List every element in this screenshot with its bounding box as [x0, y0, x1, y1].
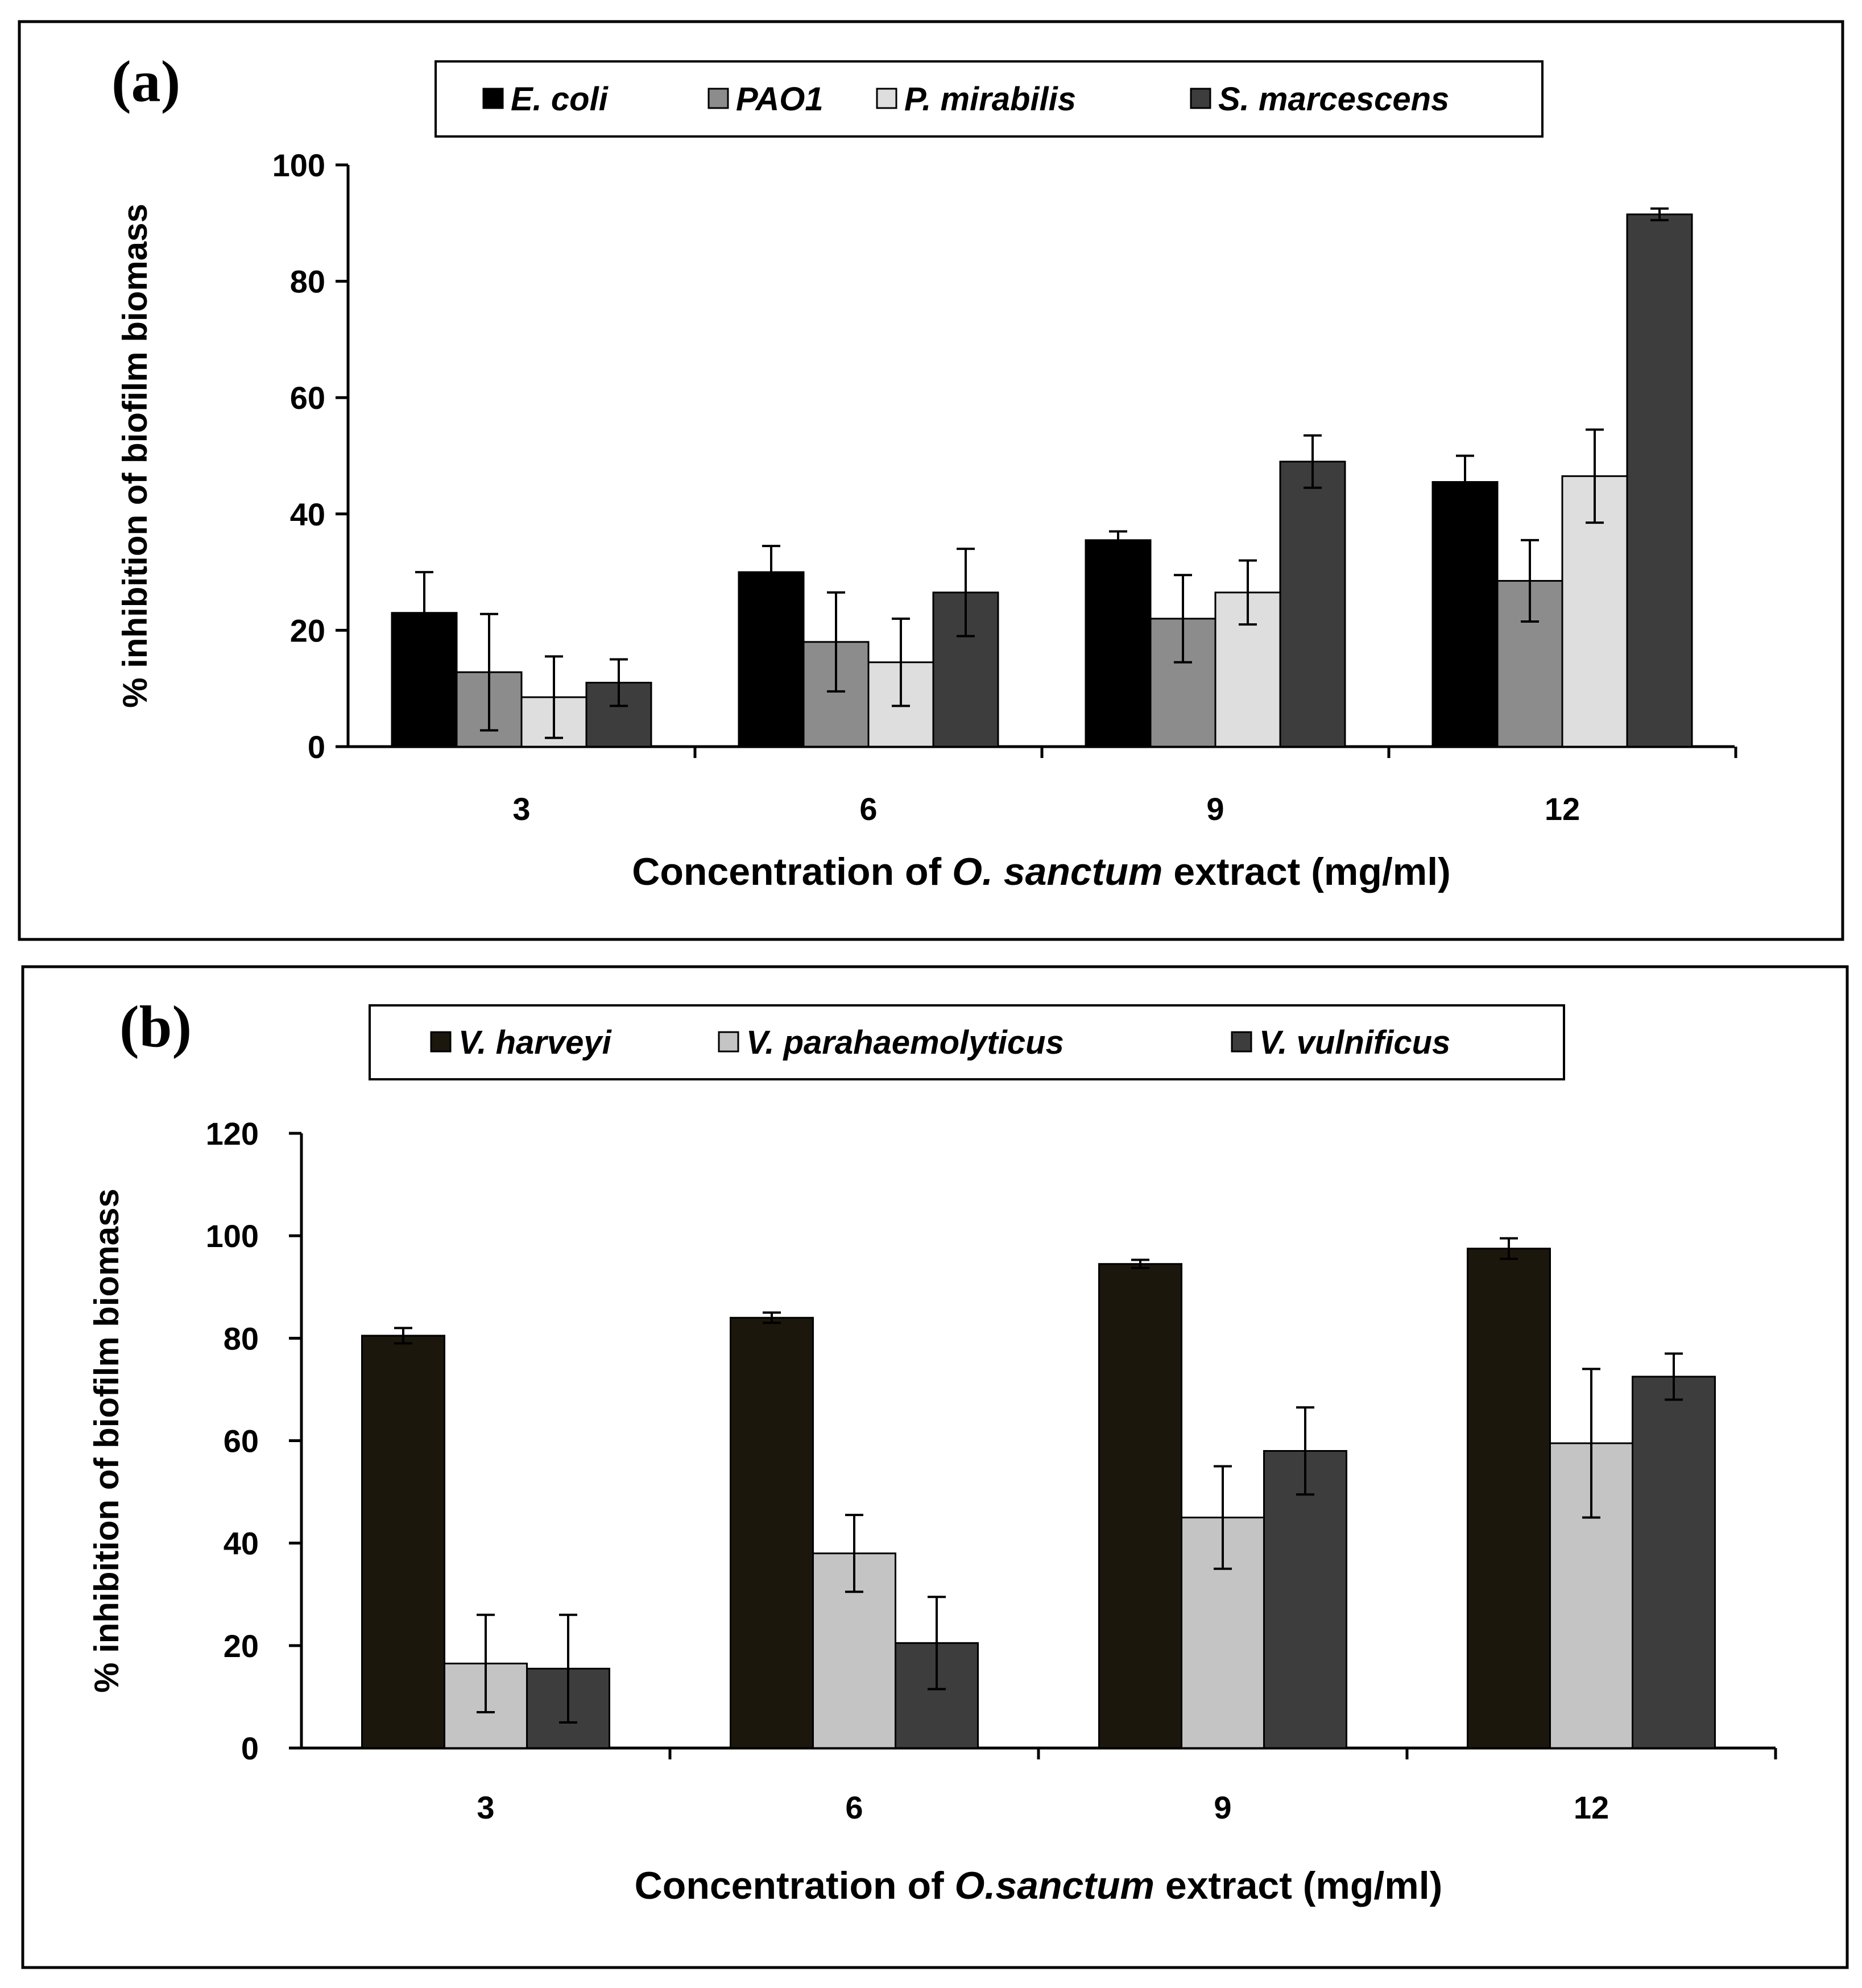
error-bar	[477, 1613, 495, 1713]
bar	[1263, 1450, 1347, 1749]
bar	[1214, 591, 1281, 748]
x-tick-label: 12	[1574, 1790, 1609, 1825]
panel-label: (b)	[119, 994, 192, 1059]
bar	[730, 1316, 814, 1749]
legend-label: V. parahaemolyticus	[746, 1024, 1064, 1061]
x-axis-label: Concentration of O. sanctum extract (mg/…	[632, 850, 1451, 893]
legend-swatch	[482, 88, 504, 109]
legend-box	[435, 60, 1544, 138]
error-bar	[1304, 434, 1322, 489]
error-bar	[1582, 1368, 1600, 1519]
error-bar	[1239, 559, 1257, 626]
x-tick-label: 9	[1206, 791, 1224, 827]
error-bar	[610, 658, 628, 707]
error-bar	[1586, 428, 1604, 524]
bar	[1626, 213, 1693, 748]
error-bar	[762, 545, 780, 600]
y-tick-label: 20	[224, 1628, 259, 1664]
error-bar	[480, 612, 498, 732]
legend-swatch	[718, 1031, 739, 1053]
legend-label: P. mirabilis	[904, 81, 1076, 118]
x-tick-label: 3	[512, 791, 530, 827]
x-tick-label: 9	[1214, 1790, 1231, 1825]
legend-item: E. coli	[482, 81, 609, 118]
bar	[1632, 1376, 1716, 1749]
error-bar	[1500, 1237, 1518, 1260]
x-tick-label: 12	[1545, 791, 1580, 827]
bar	[1098, 1263, 1182, 1749]
bar	[1431, 481, 1499, 748]
legend-swatch	[707, 88, 729, 109]
legend-swatch	[1231, 1031, 1252, 1053]
error-bar	[1665, 1352, 1683, 1401]
y-axis-label: % inhibition of biofilm biomass	[116, 204, 154, 708]
y-tick-label: 80	[224, 1320, 259, 1356]
error-bar	[1296, 1406, 1314, 1496]
bar	[361, 1335, 445, 1749]
legend-swatch	[876, 88, 897, 109]
y-tick-label: 40	[224, 1526, 259, 1562]
panel-frame	[18, 20, 1844, 941]
bar	[1279, 461, 1346, 748]
y-tick-label: 60	[224, 1423, 259, 1459]
x-tick-label: 6	[845, 1790, 863, 1825]
error-bar	[845, 1514, 863, 1593]
legend-item: V. harveyi	[430, 1024, 613, 1061]
error-bar	[394, 1327, 412, 1345]
y-tick-label: 20	[290, 612, 325, 648]
error-bar	[559, 1613, 577, 1724]
legend-swatch	[1190, 88, 1211, 109]
y-tick-label: 60	[290, 380, 325, 416]
y-axis-label: % inhibition of biofilm biomass	[88, 1188, 126, 1693]
error-bar	[1456, 454, 1474, 510]
y-tick-label: 0	[308, 729, 325, 765]
error-bar	[928, 1596, 946, 1691]
legend-label: V. harveyi	[458, 1024, 613, 1061]
legend-label: V. vulnificus	[1259, 1024, 1450, 1061]
error-bar	[1650, 207, 1669, 222]
error-bar	[1214, 1465, 1232, 1570]
panel-a: (a) E. coli PAO1 P. mirabilis S. marcescens 0…	[18, 20, 1844, 941]
error-bar	[1131, 1258, 1149, 1269]
x-tick-label: 6	[859, 791, 877, 827]
y-tick-label: 120	[206, 1116, 259, 1152]
error-bar	[415, 571, 433, 655]
error-bar	[1174, 574, 1192, 664]
panel-b: (b) V. harveyi V. parahaemolyticus V. vulni…	[21, 965, 1849, 1969]
error-bar	[545, 655, 563, 739]
legend-label: S. marcescens	[1218, 81, 1449, 118]
y-tick-label: 100	[206, 1218, 259, 1254]
x-axis-label: Concentration of O.sanctum extract (mg/m…	[635, 1864, 1443, 1907]
error-bar	[957, 548, 975, 637]
y-tick-label: 0	[241, 1730, 259, 1766]
error-bar	[892, 617, 910, 707]
legend-item: V. vulnificus	[1231, 1024, 1450, 1061]
error-bar	[1109, 530, 1127, 550]
legend-item: PAO1	[707, 81, 824, 118]
y-tick-label: 100	[272, 147, 325, 183]
panel-label: (a)	[111, 49, 180, 114]
legend-item: P. mirabilis	[876, 81, 1076, 118]
legend-item: S. marcescens	[1190, 81, 1449, 118]
legend-item: V. parahaemolyticus	[718, 1024, 1064, 1061]
legend-label: E. coli	[511, 81, 609, 118]
legend-box	[369, 1004, 1565, 1080]
y-tick-label: 80	[290, 264, 325, 300]
bar	[1467, 1248, 1551, 1749]
y-tick-label: 40	[290, 496, 325, 532]
bar	[1561, 475, 1628, 748]
x-tick-label: 3	[477, 1790, 494, 1825]
legend-swatch	[430, 1031, 452, 1053]
error-bar	[1521, 539, 1539, 623]
error-bar	[763, 1311, 781, 1324]
error-bar	[827, 591, 845, 693]
bar	[1085, 539, 1152, 748]
legend-label: PAO1	[736, 81, 824, 118]
